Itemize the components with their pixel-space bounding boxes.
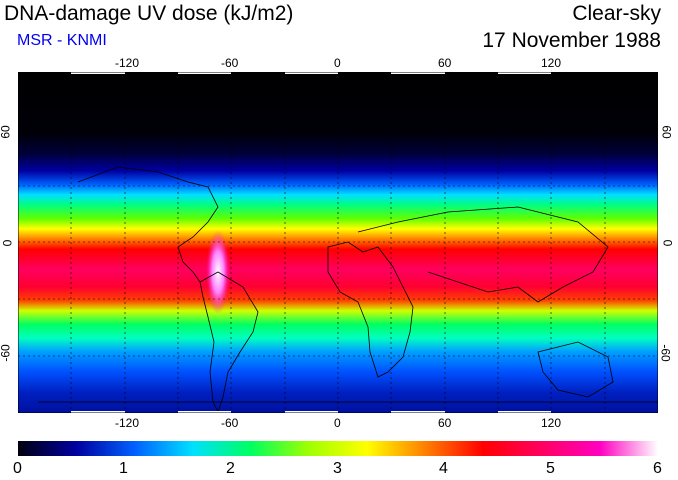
lat-tick-left: 60 bbox=[0, 125, 13, 139]
lon-tick-top: -60 bbox=[221, 56, 239, 70]
sky-condition-label: Clear-sky bbox=[572, 2, 661, 25]
lon-tick-top: 0 bbox=[334, 56, 341, 70]
lon-tick-top: 60 bbox=[438, 56, 452, 70]
uv-dose-world-map bbox=[18, 72, 658, 413]
lon-tick-bottom: 60 bbox=[438, 416, 452, 430]
colorbar-label: 6 bbox=[653, 460, 662, 477]
coastlines bbox=[38, 166, 658, 413]
lon-tick-bottom: 0 bbox=[334, 416, 341, 430]
color-scale-bar bbox=[18, 441, 658, 456]
colorbar-label: 3 bbox=[333, 460, 342, 477]
lon-tick-top: 120 bbox=[541, 56, 562, 70]
date-label: 17 November 1988 bbox=[482, 29, 661, 52]
colorbar-label: 5 bbox=[546, 460, 555, 477]
colorbar-label: 2 bbox=[226, 460, 235, 477]
lon-tick-bottom: -60 bbox=[221, 416, 239, 430]
frame-ticks bbox=[71, 72, 551, 413]
lon-tick-bottom: -120 bbox=[115, 416, 140, 430]
lon-tick-top: -120 bbox=[115, 56, 140, 70]
lat-tick-right: 0 bbox=[660, 239, 675, 247]
graticule bbox=[18, 72, 658, 413]
lat-tick-left: -60 bbox=[0, 344, 13, 362]
colorbar-label: 4 bbox=[439, 460, 448, 477]
lat-tick-right: -60 bbox=[658, 344, 673, 362]
lat-tick-left: 0 bbox=[0, 239, 15, 247]
colorbar-label: 0 bbox=[13, 460, 22, 477]
colorbar-label: 1 bbox=[119, 460, 128, 477]
lat-tick-right: 60 bbox=[659, 125, 674, 139]
map-title: DNA-damage UV dose (kJ/m2) bbox=[4, 2, 294, 25]
lon-tick-bottom: 120 bbox=[541, 416, 562, 430]
data-source-label: MSR - KNMI bbox=[17, 32, 107, 49]
